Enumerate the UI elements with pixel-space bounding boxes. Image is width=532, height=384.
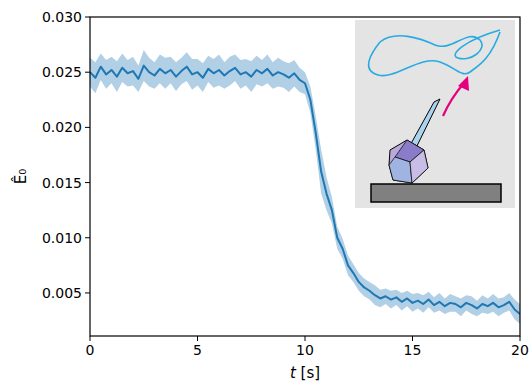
- x-tick: [90, 336, 91, 341]
- arrow-head: [458, 76, 469, 91]
- y-tick: [85, 237, 90, 238]
- x-axis-title: t [s]: [290, 364, 320, 382]
- y-tick: [85, 17, 90, 18]
- x-axis-title-part: [s]: [296, 364, 320, 382]
- x-tick: [520, 336, 521, 341]
- y-tick-label: 0.005: [42, 285, 82, 301]
- y-tick-label: 0.015: [42, 175, 82, 191]
- x-tick: [197, 336, 198, 341]
- y-axis-title: Ê₀: [11, 169, 30, 185]
- y-tick: [85, 72, 90, 73]
- capsid-face: [389, 157, 412, 183]
- y-tick-label: 0.010: [42, 230, 82, 246]
- inset: [355, 20, 515, 208]
- arrow-shaft: [443, 83, 464, 116]
- inset-background: [355, 20, 515, 208]
- y-tick: [85, 292, 90, 293]
- x-tick-label: 10: [296, 342, 314, 358]
- phage-capsid: [389, 140, 428, 183]
- y-tick: [85, 182, 90, 183]
- y-tick: [85, 127, 90, 128]
- dna-strand: [369, 30, 500, 76]
- capsid-face: [410, 150, 428, 183]
- x-tick-label: 15: [404, 342, 422, 358]
- surface: [371, 184, 501, 202]
- y-tick-label: 0.025: [42, 64, 82, 80]
- y-tick-label: 0.020: [42, 119, 82, 135]
- x-tick-label: 20: [511, 342, 529, 358]
- x-tick: [305, 336, 306, 341]
- chart: 0 5 10 15 20 0.005 0.010 0.015 0.020 0.025 0.030 t …: [0, 0, 532, 384]
- x-tick: [412, 336, 413, 341]
- x-tick-label: 5: [193, 342, 202, 358]
- plot-frame: [90, 17, 520, 336]
- x-tick-label: 0: [86, 342, 95, 358]
- y-tick-label: 0.030: [42, 9, 82, 25]
